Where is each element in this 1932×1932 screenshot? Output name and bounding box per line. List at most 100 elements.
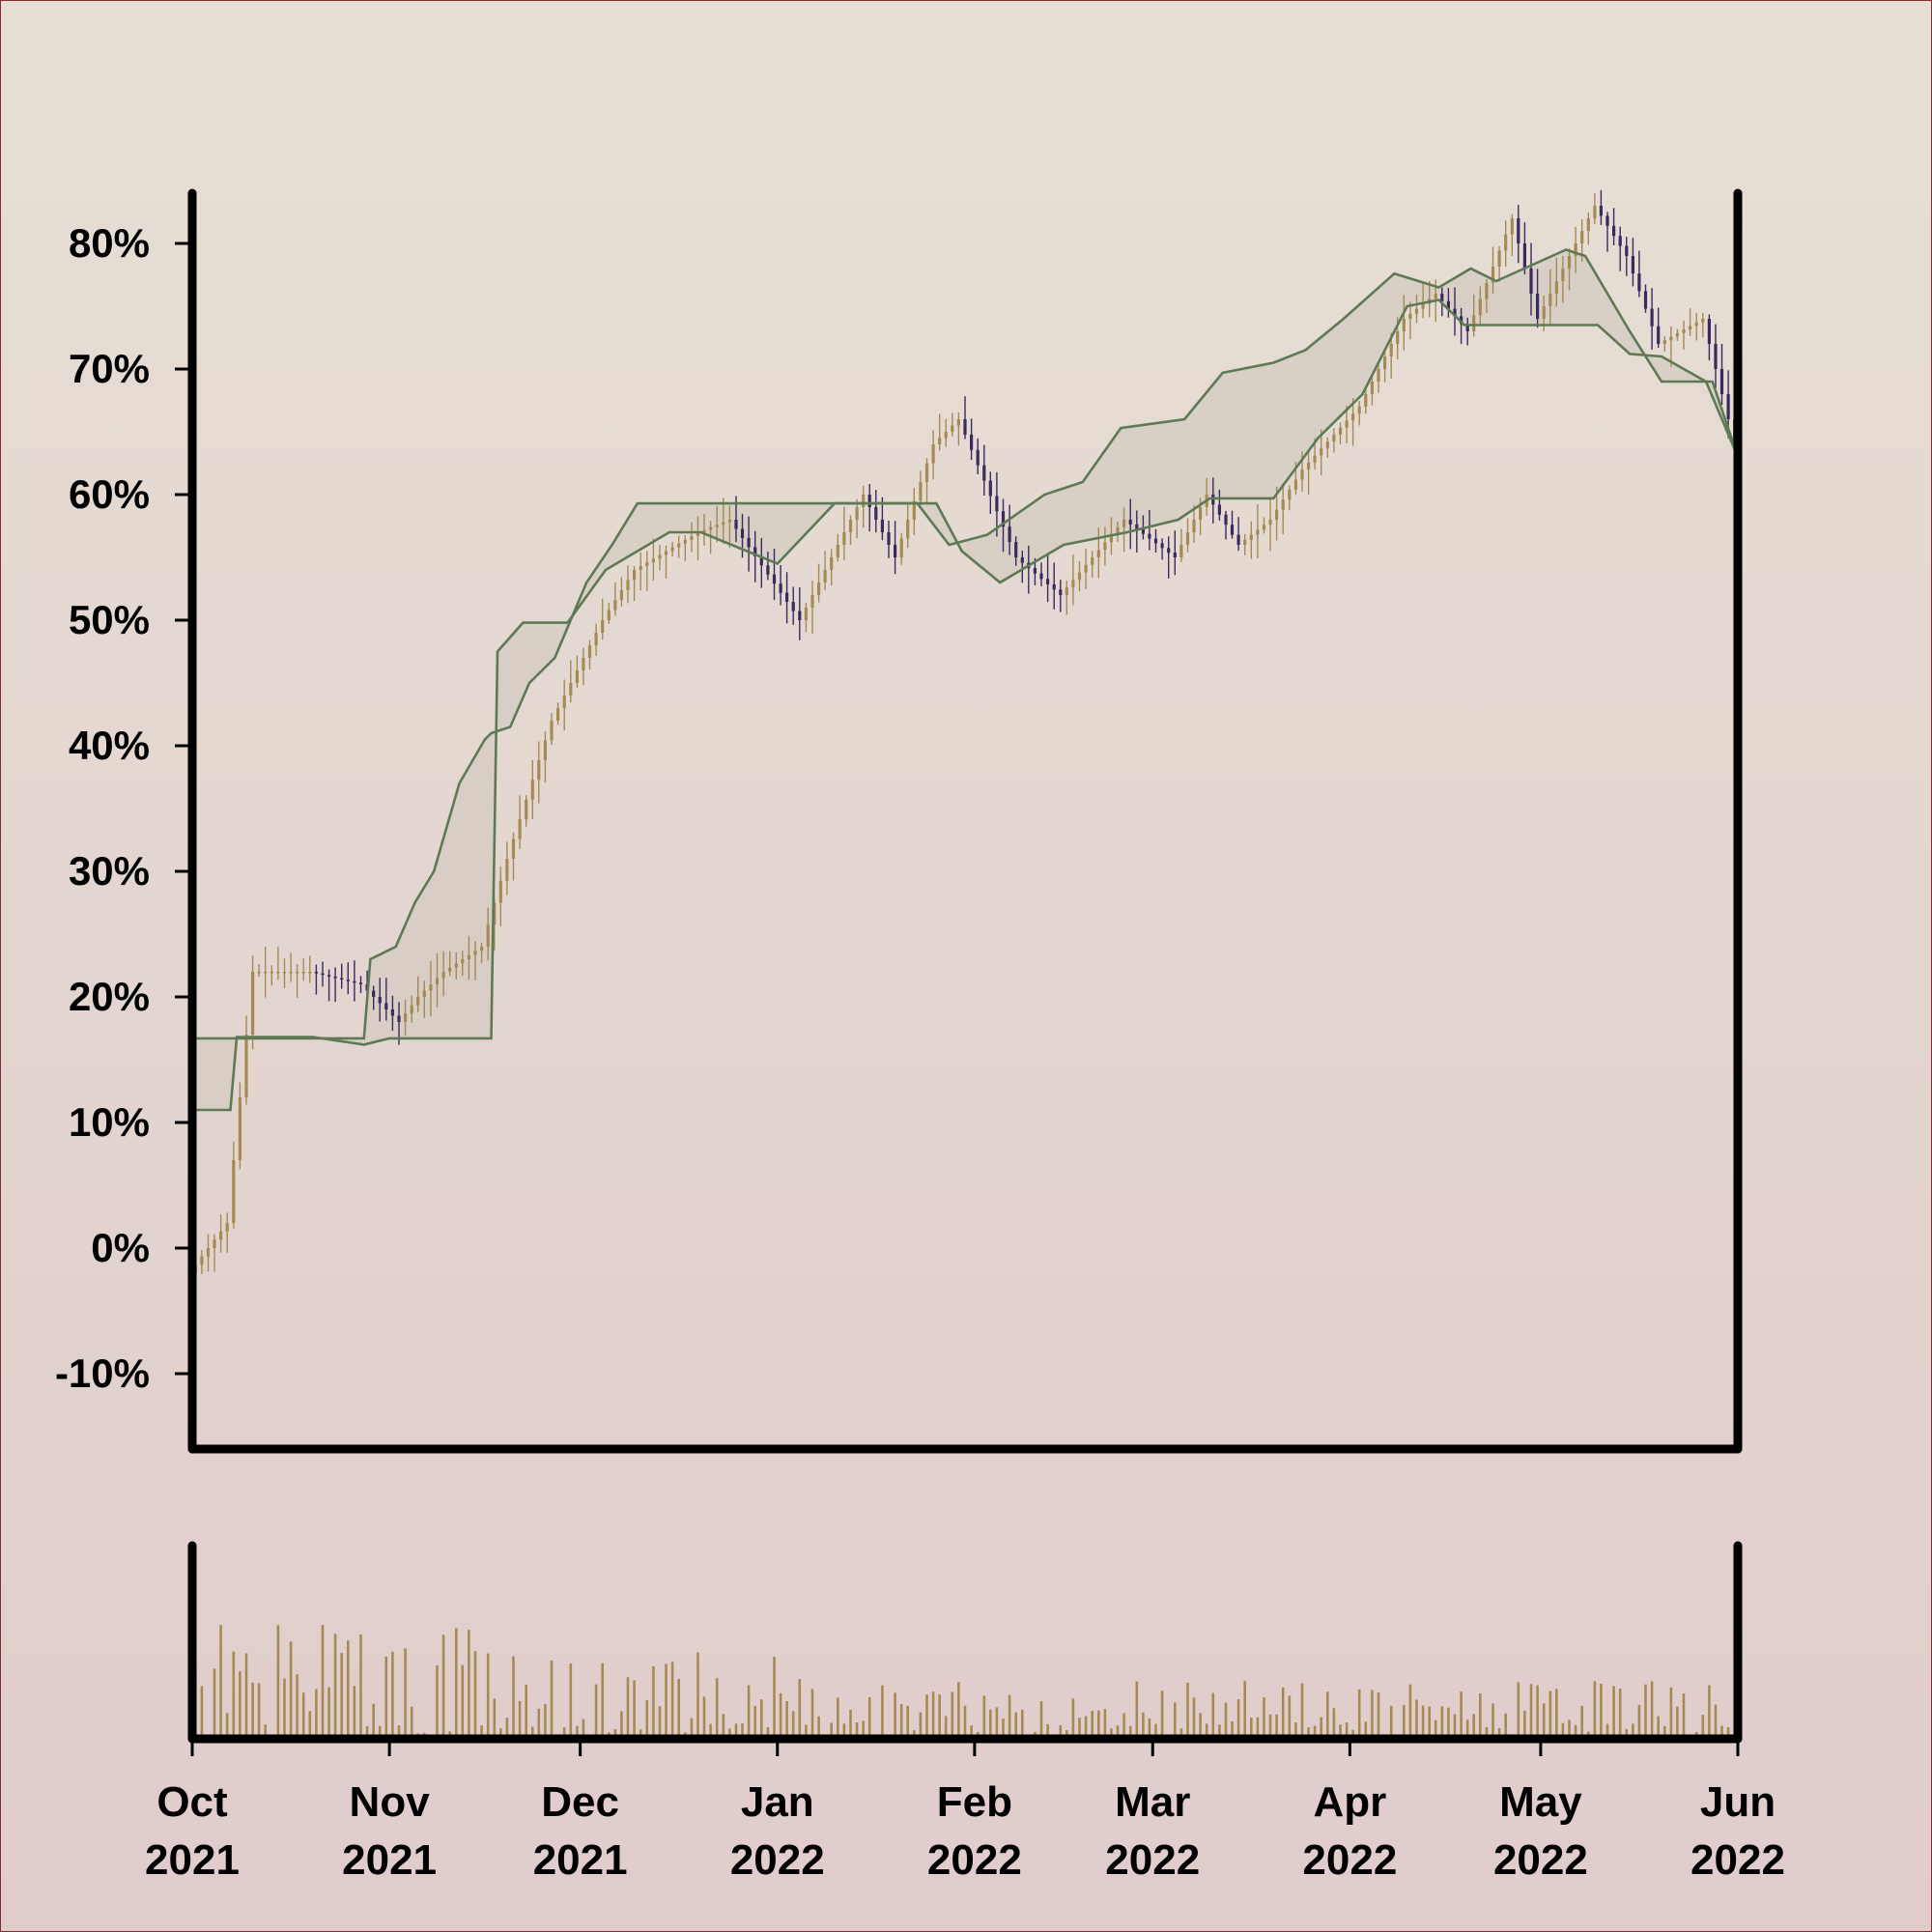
y-tick-label: 30%: [69, 848, 150, 894]
candle-body: [626, 580, 630, 590]
volume-bar: [327, 1687, 330, 1739]
candle-body: [1300, 469, 1304, 480]
candle-body: [1472, 315, 1476, 331]
volume-bar: [894, 1692, 896, 1739]
candle-body: [1460, 316, 1463, 325]
candle-body: [327, 975, 331, 977]
candle-body: [1325, 441, 1329, 449]
candle-body: [454, 963, 458, 968]
candle-body: [416, 997, 420, 1006]
volume-bar: [1568, 1719, 1571, 1739]
candle-body: [264, 972, 268, 974]
candle-body: [1491, 267, 1495, 283]
candle-body: [894, 545, 897, 557]
volume-bar: [1243, 1681, 1246, 1739]
y-tick-label: 50%: [69, 597, 150, 642]
volume-bar: [1179, 1728, 1183, 1739]
candle-body: [1637, 273, 1641, 292]
volume-bar: [473, 1651, 477, 1739]
x-tick-label-month: Mar: [1115, 1778, 1190, 1826]
candle-body: [823, 570, 827, 582]
volume-bar: [652, 1666, 655, 1739]
candle-body: [289, 972, 293, 974]
volume-bar: [734, 1723, 738, 1739]
volume-bar: [970, 1725, 973, 1739]
candle-body: [429, 984, 433, 991]
x-tick-label-month: Feb: [937, 1778, 1012, 1826]
volume-bar: [837, 1697, 839, 1739]
candle-body: [753, 547, 757, 556]
candle-body: [1643, 291, 1648, 309]
candle-body: [525, 799, 528, 820]
candle-body: [562, 696, 566, 708]
volume-bar: [1250, 1718, 1253, 1739]
volume-bar: [1014, 1712, 1017, 1739]
volume-bar: [938, 1693, 941, 1739]
candle-body: [1662, 340, 1666, 344]
volume-bar: [461, 1664, 465, 1739]
volume-bar: [1625, 1728, 1629, 1739]
volume-bar: [696, 1652, 699, 1739]
volume-bar: [257, 1683, 261, 1739]
candle-body: [658, 554, 662, 559]
candle-body: [1199, 507, 1203, 520]
candle-body: [353, 980, 356, 983]
volume-bar: [760, 1699, 763, 1739]
volume-bar: [264, 1724, 267, 1739]
candle-body: [696, 532, 700, 536]
volume-bar: [1326, 1691, 1329, 1739]
candle-body: [314, 972, 318, 974]
volume-bar: [1403, 1705, 1406, 1739]
candle-body: [810, 595, 814, 608]
volume-bar: [1632, 1723, 1634, 1739]
volume-bar: [957, 1682, 960, 1739]
volume-bar: [728, 1728, 731, 1739]
candle-body: [976, 449, 980, 466]
candle-body: [1377, 369, 1380, 382]
candle-body: [1554, 281, 1558, 294]
volume-bar: [200, 1686, 204, 1739]
candle-body: [1689, 326, 1692, 330]
y-tick-label: 0%: [91, 1225, 150, 1270]
volume-bar: [1371, 1690, 1374, 1739]
candle-body: [410, 1005, 413, 1014]
candle-body: [651, 558, 655, 563]
candle-body: [498, 880, 502, 903]
candle-body: [862, 495, 866, 507]
candle-body: [1039, 573, 1043, 580]
y-tick-label: 20%: [69, 974, 150, 1019]
candle-body: [1320, 448, 1323, 456]
volume-bar: [639, 1729, 642, 1739]
candle-body: [1071, 580, 1075, 588]
candle-body: [333, 976, 337, 979]
volume-bar: [1485, 1726, 1489, 1739]
candle-body: [798, 611, 802, 620]
volume-bar: [773, 1657, 776, 1739]
volume-bar: [1110, 1728, 1113, 1739]
candle-body: [1719, 369, 1724, 394]
volume-bar: [1154, 1723, 1157, 1739]
volume-bar: [1186, 1683, 1189, 1739]
candle-body: [225, 1223, 229, 1232]
candle-body: [1020, 557, 1024, 563]
candle-body: [1001, 511, 1006, 527]
volume-bar: [1160, 1690, 1164, 1739]
candle-body: [1580, 231, 1584, 243]
volume-bar: [1103, 1709, 1107, 1739]
volume-bar: [391, 1651, 394, 1739]
candle-body: [1548, 294, 1552, 306]
x-tick-label-month: Jan: [741, 1778, 814, 1826]
volume-bar: [830, 1722, 833, 1739]
volume-bar: [251, 1682, 254, 1739]
volume-bar: [219, 1625, 222, 1739]
volume-bar: [1555, 1689, 1558, 1739]
candle-body: [1116, 526, 1120, 535]
candle-body: [722, 522, 725, 526]
candle-body: [1065, 587, 1068, 595]
candle-body: [1173, 553, 1177, 557]
y-tick-label: 40%: [69, 723, 150, 768]
volume-bar: [384, 1656, 388, 1739]
candle-body: [1109, 534, 1113, 543]
volume-bar: [576, 1725, 579, 1739]
